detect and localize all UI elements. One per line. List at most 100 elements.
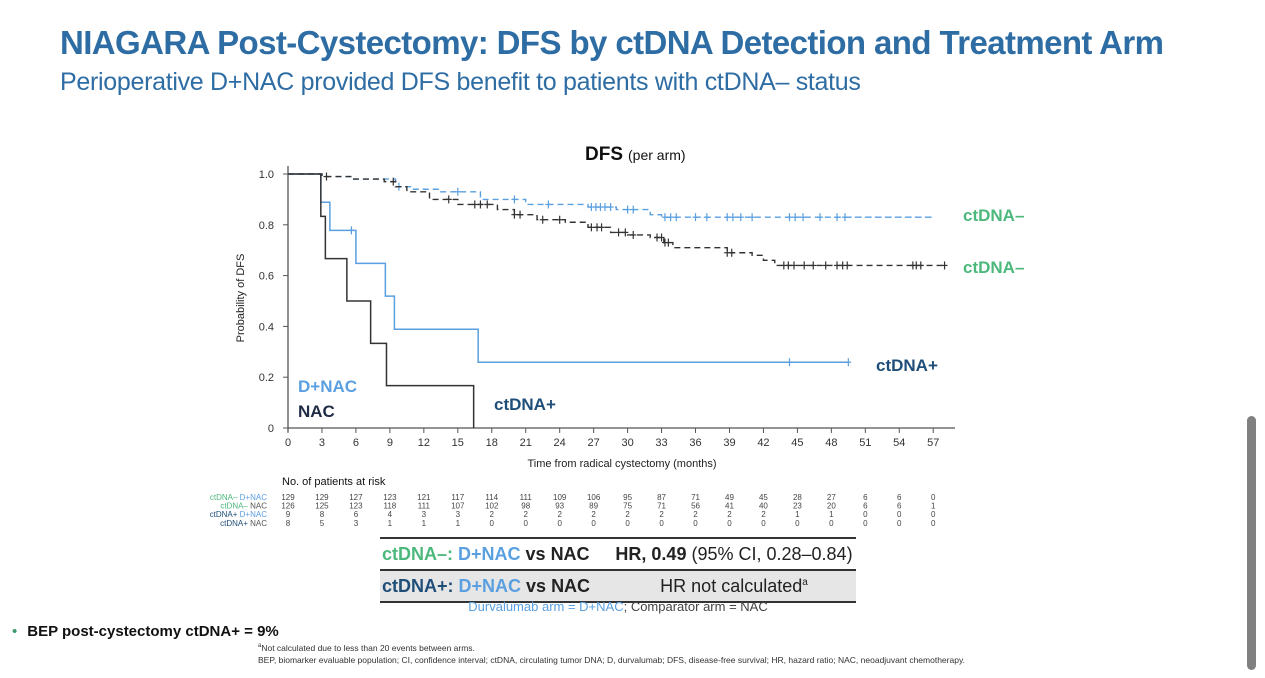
curve-label: ctDNA– [963,206,1024,225]
risk-value: 3 [456,510,461,519]
risk-value: 102 [485,502,499,511]
risk-value: 0 [761,519,766,528]
hr-ci: (95% CI, 0.28–0.84) [686,543,853,564]
risk-value: 126 [281,502,295,511]
risk-value: 2 [761,510,766,519]
risk-value: 127 [349,493,363,502]
risk-table-title: No. of patients at risk [282,476,386,488]
risk-value: 0 [863,519,868,528]
x-tick-label: 42 [757,437,769,449]
bullet-dot-icon: • [12,623,18,640]
slide-title: NIAGARA Post-Cystectomy: DFS by ctDNA De… [60,24,1164,61]
x-tick-label: 9 [387,437,393,449]
y-tick-label: 0.8 [259,220,274,232]
risk-value: 20 [827,502,836,511]
risk-value: 2 [523,510,528,519]
y-tick-label: 0.6 [259,271,274,283]
risk-label-part: NAC [250,502,267,511]
risk-value: 0 [659,519,664,528]
risk-value: 3 [422,510,427,519]
x-axis-label: Time from radical cystectomy (months) [527,458,716,470]
hr-arm2: NAC [550,543,590,564]
risk-value: 89 [589,502,598,511]
x-tick-label: 27 [588,437,600,449]
km-chart: DFS (per arm) 0 3 6 9 12 15 18 21 24 27 30 33 36 39 42 4… [210,144,1025,528]
risk-value: 2 [693,510,698,519]
risk-value: 6 [354,510,359,519]
risk-label-part: D+NAC [240,493,268,502]
risk-value: 129 [315,493,329,502]
risk-value: 45 [759,493,768,502]
risk-value: 2 [727,510,732,519]
risk-value: 27 [827,493,836,502]
risk-value: 1 [795,510,800,519]
risk-value: 71 [657,502,666,511]
risk-value: 0 [523,519,528,528]
x-tick-label: 24 [554,437,566,449]
chart-title: DFS (per arm) [585,144,686,165]
risk-value: 2 [591,510,596,519]
risk-value: 0 [931,510,936,519]
hr-table: ctDNA–: D+NAC vs NAC HR, 0.49 (95% CI, 0… [380,537,856,603]
series-layer [288,172,948,428]
risk-label-part: ctDNA– [210,493,240,502]
risk-value: 0 [897,510,902,519]
footnote-abbreviations: BEP, biomarker evaluable population; CI,… [258,655,965,665]
risk-value: 1 [456,519,461,528]
hr-arm2: NAC [551,575,591,596]
risk-value: 106 [587,493,601,502]
axes: 0 3 6 9 12 15 18 21 24 27 30 33 36 39 42 45 48 51 54 5700.2… [259,166,955,449]
risk-value: 9 [286,510,291,519]
risk-value: 125 [315,502,329,511]
risk-row-label: ctDNA– D+NAC [210,493,267,502]
y-axis-label: Probability of DFS [235,254,247,343]
hr-row-ctdna-neg: ctDNA–: D+NAC vs NAC HR, 0.49 (95% CI, 0… [380,537,856,569]
risk-value: 6 [863,502,868,511]
risk-value: 0 [693,519,698,528]
x-tick-label: 3 [319,437,325,449]
y-tick-label: 0.4 [259,321,274,333]
curve-label: D+NAC [298,377,357,396]
hr-arm1: D+NAC [458,575,522,596]
risk-value: 5 [320,519,325,528]
risk-value: 118 [383,502,396,511]
risk-value: 56 [691,502,700,511]
risk-row-label: ctDNA+ D+NAC [210,510,268,519]
risk-value: 2 [557,510,562,519]
vertical-scrollbar[interactable] [1247,416,1256,670]
x-tick-label: 6 [353,437,359,449]
hr-value: HR, 0.49 [615,543,687,564]
x-tick-label: 21 [520,437,532,449]
risk-value: 111 [520,493,533,502]
risk-value: 0 [829,519,834,528]
risk-label-part: NAC [250,519,267,528]
risk-value: 1 [829,510,834,519]
risk-value: 0 [625,519,630,528]
risk-value: 0 [727,519,732,528]
risk-value: 107 [451,502,465,511]
risk-value: 114 [485,493,498,502]
risk-value: 41 [725,502,734,511]
risk-value: 0 [897,519,902,528]
y-tick-label: 0 [268,423,274,435]
risk-value: 4 [388,510,393,519]
risk-value: 40 [759,502,768,511]
risk-value: 2 [659,510,664,519]
y-tick-label: 1.0 [259,169,274,181]
risk-value: 129 [281,493,295,502]
risk-value: 87 [657,493,666,502]
risk-value: 0 [931,519,936,528]
risk-row-label: ctDNA– NAC [220,502,267,511]
risk-label-part: ctDNA+ [210,510,240,519]
footnote-marker: a [802,576,808,588]
x-tick-label: 12 [418,437,430,449]
risk-value: 2 [490,510,495,519]
risk-value: 8 [286,519,291,528]
hr-row-ctdna-pos: ctDNA+: D+NAC vs NAC HR not calculateda [380,569,856,603]
bep-bullet: • BEP post-cystectomy ctDNA+ = 9% [12,623,279,640]
x-tick-label: 36 [689,437,701,449]
risk-value: 71 [691,493,700,502]
x-tick-label: 0 [285,437,291,449]
slide-subtitle: Perioperative D+NAC provided DFS benefit… [60,68,861,96]
